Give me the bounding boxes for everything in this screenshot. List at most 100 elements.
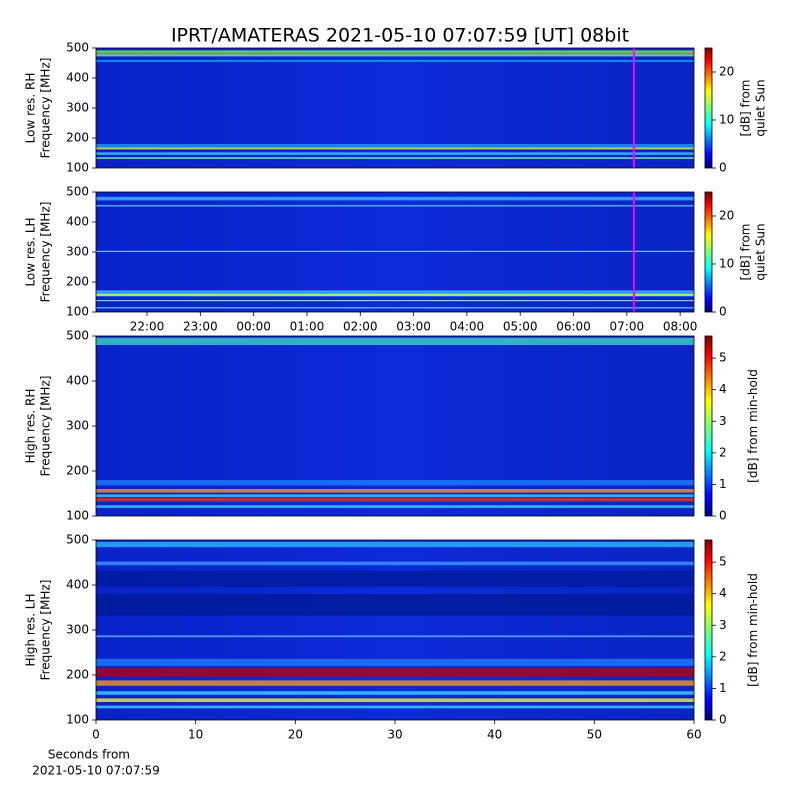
x-tick-label: 08:00 bbox=[663, 320, 698, 334]
spectrogram-band bbox=[96, 205, 694, 207]
y-tick-label: 200 bbox=[66, 464, 89, 478]
x-tick-label: 20 bbox=[288, 728, 303, 742]
y-tick-label: 500 bbox=[66, 41, 89, 55]
chart-title: IPRT/AMATERAS 2021-05-10 07:07:59 [UT] 0… bbox=[171, 25, 629, 47]
y-axis-label-line: Frequency [MHz] bbox=[38, 58, 52, 159]
x-tick-label: 07:00 bbox=[610, 320, 645, 334]
x-tick-label: 60 bbox=[686, 728, 701, 742]
colorbar-tick-label: 5 bbox=[719, 555, 727, 569]
colorbar-tick-label: 0 bbox=[719, 305, 727, 319]
y-axis-label-line: Frequency [MHz] bbox=[38, 376, 52, 477]
x-tick-label: 04:00 bbox=[450, 320, 485, 334]
spectrogram-band bbox=[96, 307, 694, 309]
y-axis-label-line: Frequency [MHz] bbox=[38, 202, 52, 303]
spectrogram-band bbox=[96, 294, 694, 296]
spectrogram-band bbox=[96, 680, 694, 686]
y-tick-label: 300 bbox=[66, 419, 89, 433]
spectrogram-band bbox=[96, 144, 694, 149]
spectrogram-band bbox=[96, 250, 694, 252]
colorbar-label: [dB] from min-hold bbox=[746, 369, 760, 483]
spectrogram-band bbox=[96, 196, 694, 201]
y-tick-label: 300 bbox=[66, 245, 89, 259]
colorbar-label-line: quiet Sun bbox=[753, 79, 767, 136]
y-axis-label-line: Low res. RH bbox=[23, 73, 37, 144]
colorbar-label-line: quiet Sun bbox=[753, 223, 767, 280]
colorbar-tick-label: 1 bbox=[719, 477, 727, 491]
spectrogram-band bbox=[96, 337, 694, 345]
y-axis-label-line: Frequency [MHz] bbox=[38, 580, 52, 681]
spectrogram-band bbox=[96, 561, 694, 566]
spectrogram-band bbox=[96, 658, 694, 666]
y-axis-label: High res. LHFrequency [MHz] bbox=[23, 580, 52, 681]
colorbar-tick-label: 2 bbox=[719, 649, 727, 663]
y-tick-label: 100 bbox=[66, 713, 89, 727]
spectrogram-band bbox=[96, 691, 694, 695]
x-tick-label: 22:00 bbox=[130, 320, 165, 334]
spectrogram bbox=[96, 336, 694, 516]
spectrogram-band bbox=[96, 494, 694, 498]
x-tick-label: 02:00 bbox=[343, 320, 378, 334]
spectrogram-band bbox=[96, 52, 694, 54]
colorbar-tick-label: 0 bbox=[719, 713, 727, 727]
spectrogram-band bbox=[96, 157, 694, 159]
y-tick-label: 100 bbox=[66, 509, 89, 523]
x-axis-label: 2021-05-10 07:07:59 bbox=[32, 764, 159, 778]
colorbar-tick-label: 0 bbox=[719, 509, 727, 523]
spectrogram-band bbox=[96, 698, 694, 702]
colorbar bbox=[704, 539, 713, 721]
y-axis-label-line: Low res. LH bbox=[23, 217, 37, 286]
y-tick-label: 500 bbox=[66, 185, 89, 199]
y-tick-label: 100 bbox=[66, 161, 89, 175]
colorbar-tick-label: 20 bbox=[719, 65, 734, 79]
colorbar-label: [dB] from min-hold bbox=[746, 573, 760, 687]
spectrogram-band bbox=[96, 705, 694, 709]
colorbar bbox=[704, 47, 713, 169]
y-tick-label: 500 bbox=[66, 329, 89, 343]
colorbar-tick-label: 4 bbox=[719, 586, 727, 600]
x-tick-label: 30 bbox=[387, 728, 402, 742]
y-tick-label: 400 bbox=[66, 374, 89, 388]
colorbar-tick-label: 10 bbox=[719, 257, 734, 271]
x-tick-label: 40 bbox=[487, 728, 502, 742]
colorbar-tick-label: 2 bbox=[719, 445, 727, 459]
y-tick-label: 400 bbox=[66, 71, 89, 85]
y-tick-label: 100 bbox=[66, 305, 89, 319]
colorbar-tick-label: 1 bbox=[719, 681, 727, 695]
spectrogram bbox=[96, 540, 694, 720]
colorbar-tick-label: 3 bbox=[719, 618, 727, 632]
spectrogram-band bbox=[96, 667, 694, 677]
y-tick-label: 500 bbox=[66, 533, 89, 547]
x-tick-label: 05:00 bbox=[503, 320, 538, 334]
spectrogram-band bbox=[96, 300, 694, 302]
y-tick-label: 400 bbox=[66, 578, 89, 592]
y-tick-label: 400 bbox=[66, 215, 89, 229]
spectrogram-band bbox=[96, 505, 694, 508]
spectrogram-band bbox=[96, 60, 694, 62]
x-tick-label: 10 bbox=[188, 728, 203, 742]
spectrogram-band bbox=[96, 147, 694, 150]
x-tick-label: 01:00 bbox=[290, 320, 325, 334]
y-tick-label: 200 bbox=[66, 275, 89, 289]
colorbar-label-line: [dB] from bbox=[738, 80, 752, 137]
colorbar-tick-label: 20 bbox=[719, 209, 734, 223]
spectrogram-band bbox=[96, 489, 694, 493]
y-tick-label: 300 bbox=[66, 101, 89, 115]
y-tick-label: 200 bbox=[66, 668, 89, 682]
colorbar-label-line: [dB] from min-hold bbox=[746, 369, 760, 483]
x-tick-label: 0 bbox=[92, 728, 100, 742]
colorbar-label: [dB] fromquiet Sun bbox=[738, 79, 767, 136]
spectrogram-band bbox=[96, 152, 694, 155]
spectrogram-band bbox=[96, 541, 694, 548]
y-axis-label: Low res. RHFrequency [MHz] bbox=[23, 58, 52, 159]
spectrogram bbox=[96, 48, 694, 168]
spectrogram-band bbox=[96, 480, 694, 486]
spectrogram-band bbox=[96, 498, 694, 502]
colorbar-tick-label: 3 bbox=[719, 414, 727, 428]
colorbar-label-line: [dB] from min-hold bbox=[746, 573, 760, 687]
colorbar-label: [dB] fromquiet Sun bbox=[738, 223, 767, 280]
spectrogram-band bbox=[96, 635, 694, 638]
x-tick-label: 23:00 bbox=[183, 320, 218, 334]
y-axis-label-line: High res. RH bbox=[23, 389, 37, 464]
y-tick-label: 200 bbox=[66, 131, 89, 145]
